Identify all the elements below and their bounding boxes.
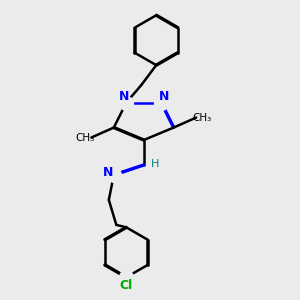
Text: H: H [151, 159, 159, 169]
Text: N: N [118, 90, 129, 103]
Text: N: N [102, 166, 113, 179]
Text: Cl: Cl [120, 280, 133, 292]
Text: N: N [158, 90, 169, 103]
Text: CH₃: CH₃ [76, 133, 95, 142]
Text: CH₃: CH₃ [193, 112, 212, 123]
